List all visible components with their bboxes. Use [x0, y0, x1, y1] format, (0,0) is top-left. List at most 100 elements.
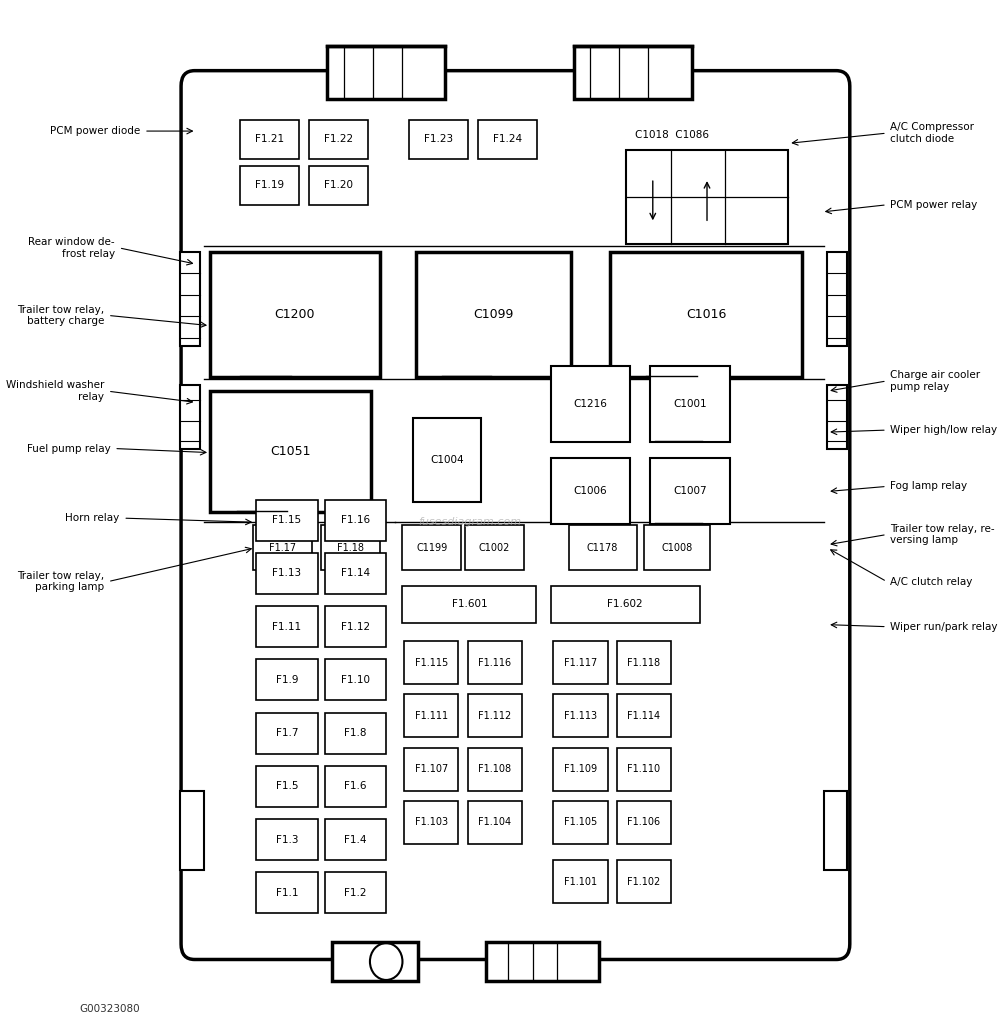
FancyBboxPatch shape — [180, 252, 200, 346]
FancyBboxPatch shape — [486, 942, 599, 981]
Text: Wiper high/low relay: Wiper high/low relay — [890, 425, 998, 435]
Text: Windshield washer
relay: Windshield washer relay — [6, 380, 104, 402]
Text: F1.11: F1.11 — [272, 622, 301, 632]
FancyBboxPatch shape — [479, 120, 537, 159]
Text: F1.602: F1.602 — [608, 599, 643, 609]
FancyBboxPatch shape — [322, 525, 380, 570]
Text: A/C Compressor
clutch diode: A/C Compressor clutch diode — [890, 122, 975, 144]
FancyBboxPatch shape — [404, 641, 459, 684]
FancyBboxPatch shape — [256, 713, 318, 754]
FancyBboxPatch shape — [210, 252, 380, 377]
Text: Fog lamp relay: Fog lamp relay — [890, 481, 968, 492]
Text: F1.117: F1.117 — [563, 657, 597, 668]
Text: C1178: C1178 — [587, 543, 618, 553]
FancyBboxPatch shape — [626, 150, 788, 244]
Text: Trailer tow relay,
parking lamp: Trailer tow relay, parking lamp — [17, 570, 104, 593]
FancyBboxPatch shape — [404, 694, 459, 737]
FancyBboxPatch shape — [617, 860, 671, 903]
Text: F1.118: F1.118 — [627, 657, 660, 668]
Text: C1099: C1099 — [474, 308, 514, 321]
FancyBboxPatch shape — [256, 606, 318, 647]
Text: C1016: C1016 — [685, 308, 727, 321]
Text: PCM power relay: PCM power relay — [890, 200, 978, 210]
FancyBboxPatch shape — [468, 641, 522, 684]
Text: F1.9: F1.9 — [275, 675, 298, 685]
Text: F1.16: F1.16 — [341, 515, 370, 525]
Text: C1008: C1008 — [661, 543, 692, 553]
FancyBboxPatch shape — [550, 366, 630, 442]
Text: C1004: C1004 — [430, 455, 464, 465]
FancyBboxPatch shape — [828, 385, 847, 449]
FancyBboxPatch shape — [468, 801, 522, 844]
FancyBboxPatch shape — [617, 801, 671, 844]
FancyBboxPatch shape — [465, 525, 523, 570]
FancyBboxPatch shape — [553, 641, 608, 684]
Text: F1.14: F1.14 — [341, 568, 370, 579]
FancyBboxPatch shape — [404, 748, 459, 791]
FancyBboxPatch shape — [617, 694, 671, 737]
FancyBboxPatch shape — [610, 252, 802, 377]
Text: G00323080: G00323080 — [79, 1004, 139, 1014]
Text: C1051: C1051 — [270, 445, 310, 458]
FancyBboxPatch shape — [325, 766, 386, 807]
Text: F1.104: F1.104 — [478, 817, 511, 827]
Text: F1.19: F1.19 — [255, 180, 283, 190]
FancyBboxPatch shape — [416, 252, 572, 377]
FancyBboxPatch shape — [180, 385, 200, 449]
Text: PCM power diode: PCM power diode — [50, 126, 140, 136]
FancyBboxPatch shape — [240, 120, 298, 159]
FancyBboxPatch shape — [210, 391, 371, 512]
FancyBboxPatch shape — [553, 801, 608, 844]
Text: F1.15: F1.15 — [272, 515, 301, 525]
FancyBboxPatch shape — [256, 659, 318, 700]
Text: A/C clutch relay: A/C clutch relay — [890, 577, 973, 587]
Text: C1199: C1199 — [416, 543, 448, 553]
Text: F1.111: F1.111 — [415, 711, 448, 721]
FancyBboxPatch shape — [180, 791, 204, 870]
FancyBboxPatch shape — [256, 500, 318, 541]
FancyBboxPatch shape — [325, 553, 386, 594]
FancyBboxPatch shape — [468, 694, 522, 737]
Text: Trailer tow relay,
battery charge: Trailer tow relay, battery charge — [17, 304, 104, 327]
FancyBboxPatch shape — [325, 659, 386, 700]
Text: Trailer tow relay, re-
versing lamp: Trailer tow relay, re- versing lamp — [890, 523, 995, 546]
FancyBboxPatch shape — [240, 166, 298, 205]
FancyBboxPatch shape — [402, 525, 462, 570]
Text: F1.115: F1.115 — [414, 657, 448, 668]
Text: C1200: C1200 — [275, 308, 316, 321]
Text: Fuel pump relay: Fuel pump relay — [27, 443, 111, 454]
Text: F1.20: F1.20 — [325, 180, 353, 190]
Text: F1.24: F1.24 — [493, 134, 522, 144]
Text: F1.113: F1.113 — [563, 711, 597, 721]
Text: F1.106: F1.106 — [627, 817, 660, 827]
Text: F1.103: F1.103 — [415, 817, 448, 827]
FancyBboxPatch shape — [328, 46, 445, 99]
Text: F1.10: F1.10 — [341, 675, 370, 685]
Text: F1.12: F1.12 — [341, 622, 370, 632]
Text: Wiper run/park relay: Wiper run/park relay — [890, 622, 998, 632]
Text: F1.21: F1.21 — [255, 134, 283, 144]
Text: F1.22: F1.22 — [325, 134, 354, 144]
Text: F1.109: F1.109 — [563, 764, 597, 774]
FancyBboxPatch shape — [617, 748, 671, 791]
FancyBboxPatch shape — [550, 458, 630, 524]
FancyBboxPatch shape — [253, 525, 312, 570]
FancyBboxPatch shape — [824, 791, 847, 870]
FancyBboxPatch shape — [553, 860, 608, 903]
Text: F1.116: F1.116 — [478, 657, 511, 668]
Text: F1.110: F1.110 — [627, 764, 660, 774]
FancyBboxPatch shape — [650, 458, 730, 524]
FancyBboxPatch shape — [569, 525, 636, 570]
FancyBboxPatch shape — [325, 872, 386, 913]
Text: F1.112: F1.112 — [478, 711, 511, 721]
FancyBboxPatch shape — [553, 694, 608, 737]
FancyBboxPatch shape — [468, 748, 522, 791]
FancyBboxPatch shape — [332, 942, 418, 981]
Text: C1006: C1006 — [574, 486, 607, 496]
Text: F1.23: F1.23 — [423, 134, 453, 144]
FancyBboxPatch shape — [402, 586, 536, 623]
Text: C1216: C1216 — [574, 399, 608, 409]
Text: C1007: C1007 — [673, 486, 707, 496]
FancyBboxPatch shape — [325, 500, 386, 541]
Text: F1.8: F1.8 — [344, 728, 367, 738]
